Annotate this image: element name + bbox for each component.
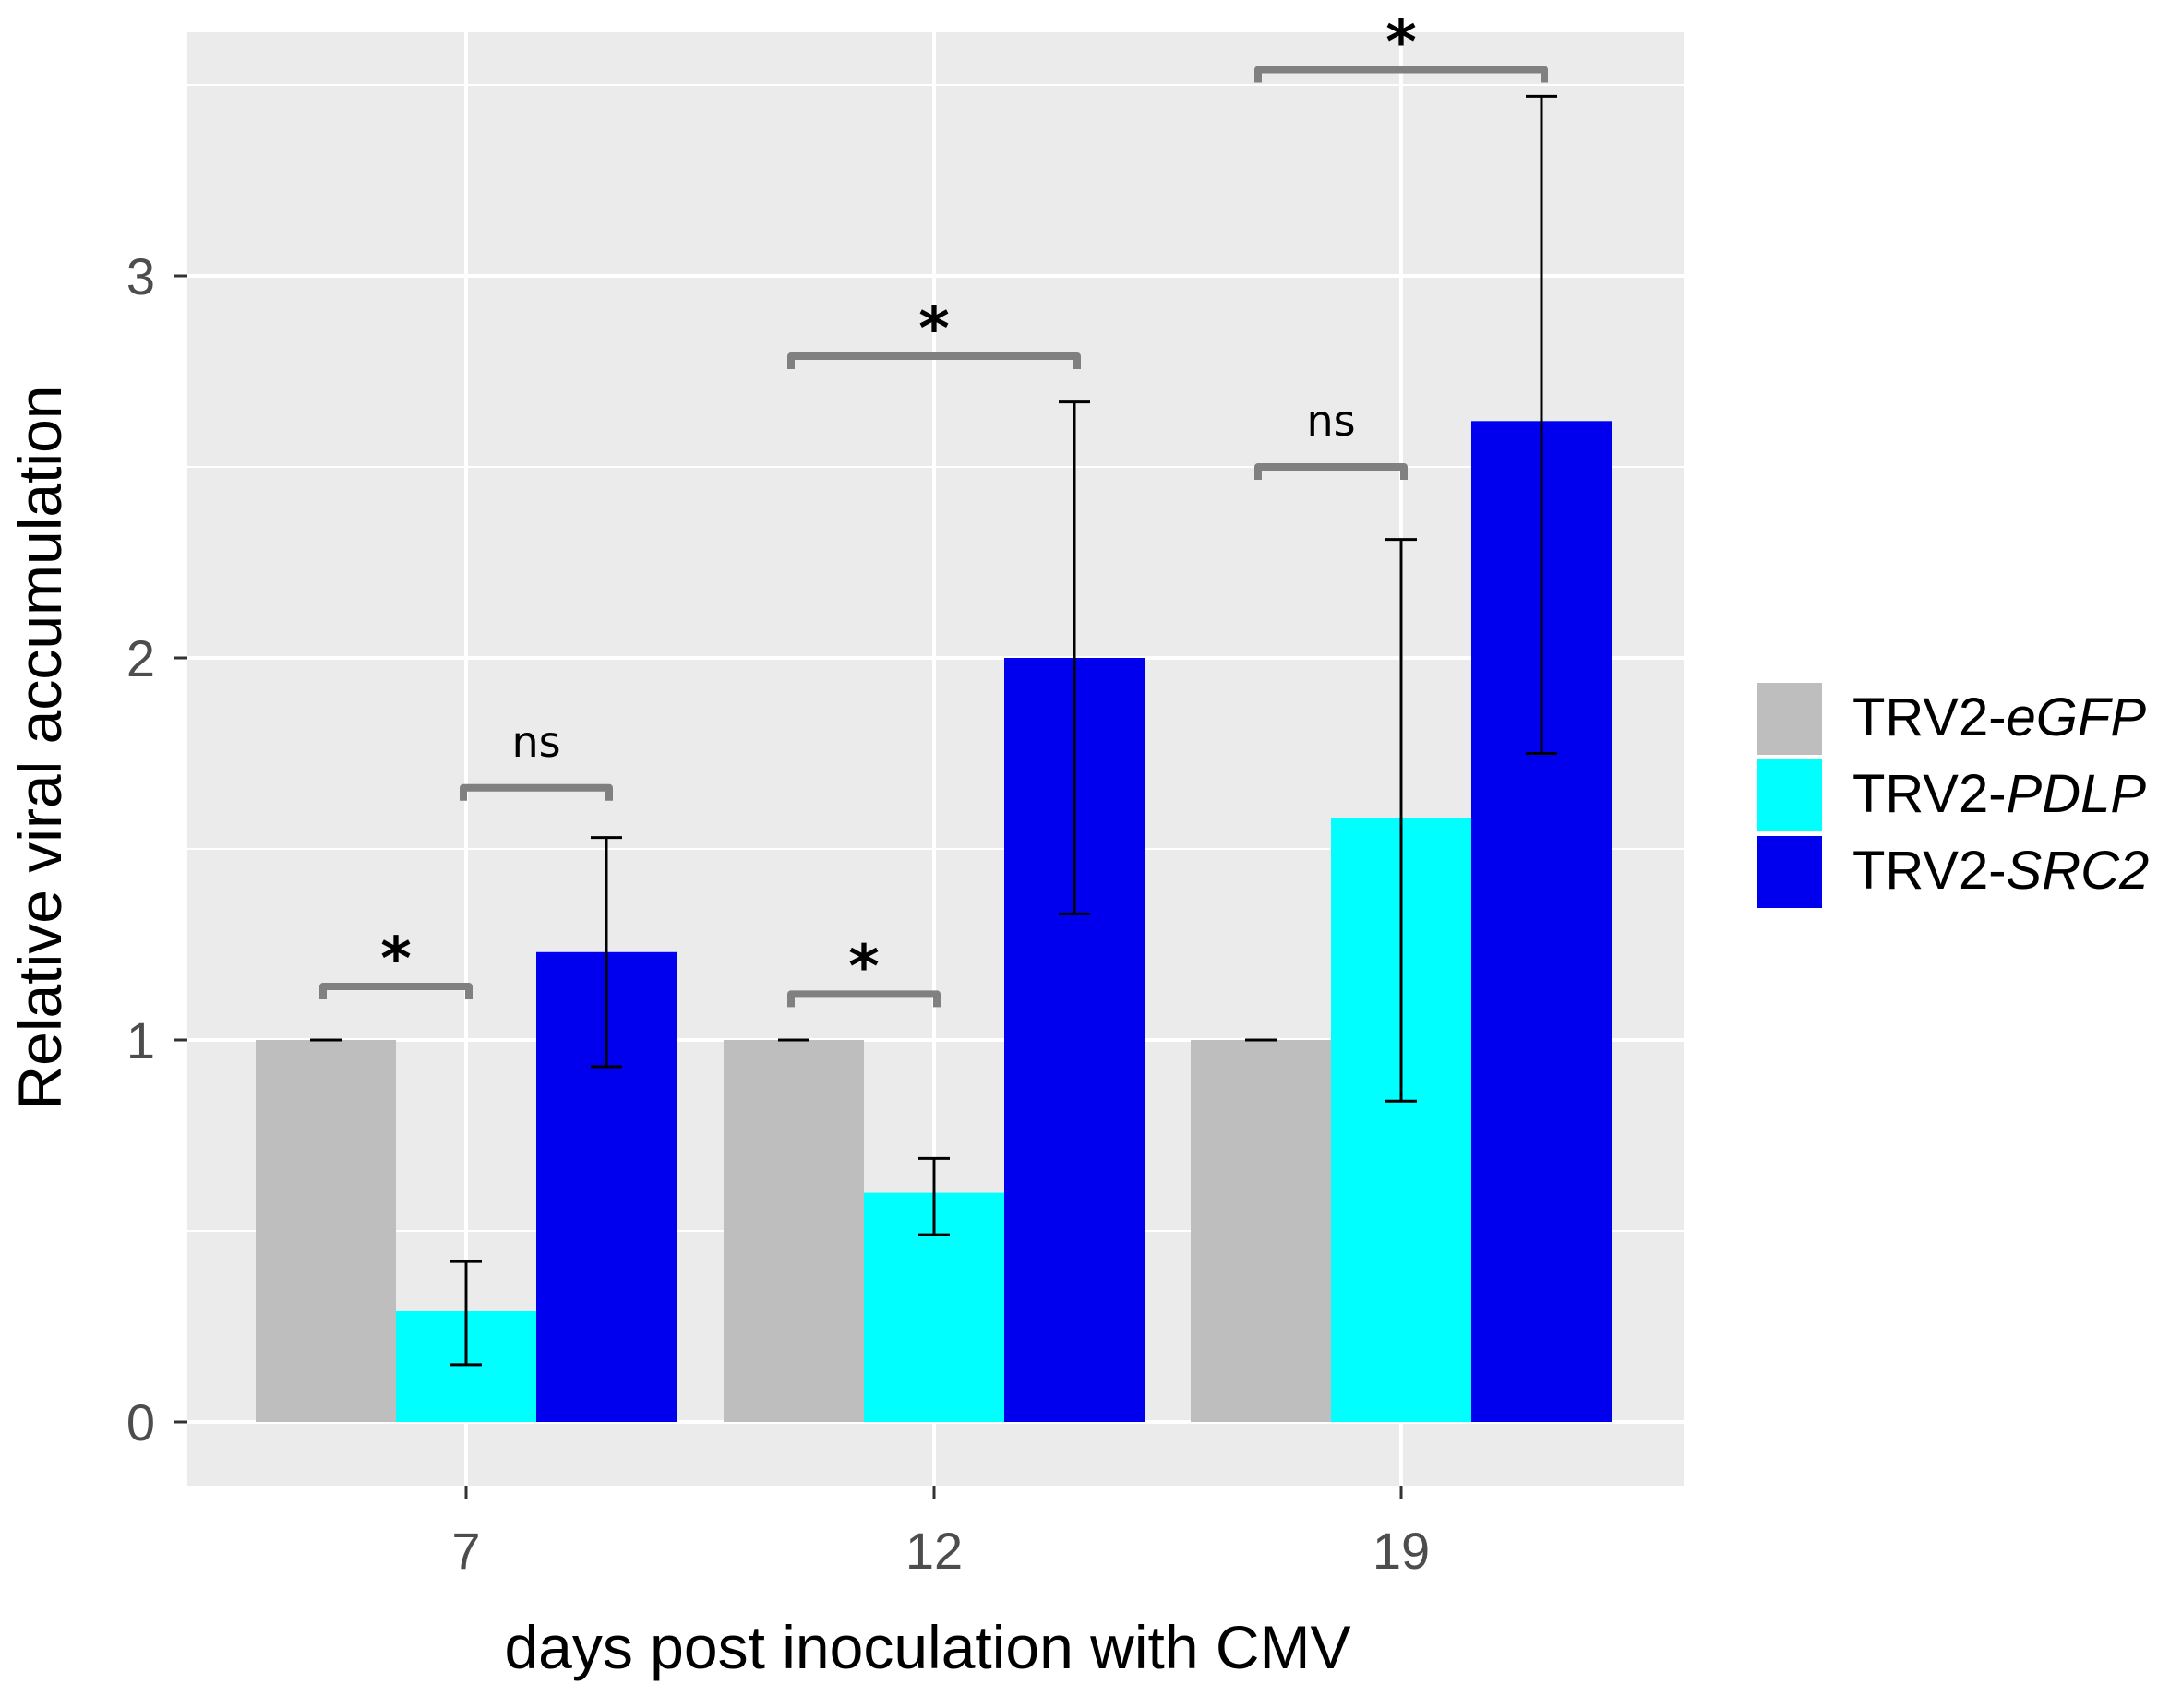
error-bar [918, 1156, 950, 1236]
significance-bracket: * [319, 926, 473, 1000]
error-bar [591, 836, 622, 1069]
significance-label: ns [511, 717, 560, 767]
bar [256, 1040, 396, 1422]
bar [724, 1040, 864, 1422]
y-axis: 0 1 2 3 [126, 247, 187, 1451]
significance-brackets: * ns * * ns * [319, 8, 1548, 1008]
legend-label: TRV2-SRC2 [1852, 841, 2149, 901]
significance-label: * [918, 295, 949, 364]
significance-label: * [848, 933, 879, 1001]
significance-label: ns [1306, 396, 1355, 446]
significance-bracket: * [787, 933, 941, 1008]
x-axis: 7 12 19 [451, 1486, 1430, 1580]
legend: TRV2-eGFP TRV2-PDLP TRV2-SRC2 [1757, 683, 2149, 908]
legend-item: TRV2-eGFP [1757, 683, 2146, 755]
legend-key [1757, 759, 1822, 831]
error-bars [310, 94, 1557, 1367]
legend-key [1757, 836, 1822, 908]
bar [1191, 1040, 1331, 1422]
error-bar [1526, 94, 1557, 755]
y-axis-title: Relative viral accumulation [6, 385, 74, 1109]
significance-bracket: * [1254, 8, 1548, 83]
error-bar [1385, 538, 1417, 1103]
legend-key [1757, 683, 1822, 755]
legend-label: TRV2-eGFP [1852, 687, 2146, 747]
legend-label: TRV2-PDLP [1852, 764, 2146, 824]
y-tick-label: 3 [126, 247, 155, 305]
x-tick-label: 19 [1373, 1522, 1430, 1580]
significance-label: * [380, 926, 411, 994]
legend-item: TRV2-SRC2 [1757, 836, 2149, 908]
significance-bracket: ns [460, 717, 613, 801]
x-tick-label: 12 [905, 1522, 963, 1580]
significance-bracket: * [787, 295, 1081, 369]
y-tick-label: 1 [126, 1011, 155, 1069]
error-bar [450, 1260, 482, 1367]
x-axis-title: days post inoculation with CMV [504, 1613, 1350, 1681]
x-tick-label: 7 [451, 1522, 480, 1580]
significance-label: * [1385, 8, 1416, 77]
significance-bracket: ns [1254, 396, 1408, 480]
y-tick-label: 0 [126, 1393, 155, 1451]
y-tick-label: 2 [126, 629, 155, 687]
legend-item: TRV2-PDLP [1757, 759, 2146, 831]
error-bar [1059, 400, 1090, 915]
